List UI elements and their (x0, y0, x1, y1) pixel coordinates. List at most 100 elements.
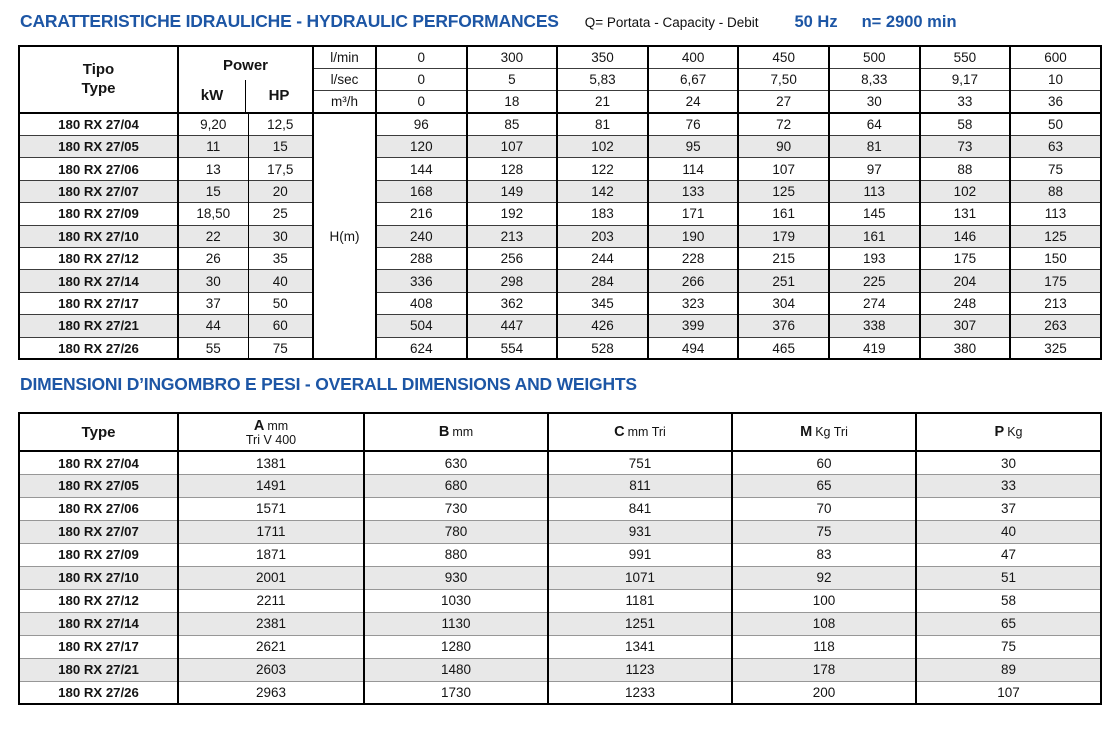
pump-type-cell: 180 RX 27/06 (18, 157, 178, 181)
head-value-cell: 90 (737, 135, 829, 158)
head-value-cell: 266 (646, 269, 739, 293)
dim-letter: B (438, 424, 450, 441)
flow-value-cell: 24 (646, 90, 739, 114)
head-value-cell: 114 (646, 157, 739, 181)
dim-letter: A (253, 417, 265, 434)
head-value-cell: 161 (737, 202, 829, 226)
head-value-cell: 447 (465, 314, 558, 338)
flow-value-cell: 550 (918, 45, 1011, 69)
hydraulic-table-body: 180 RX 27/04 9,20 12,5 H(m) 96 85 81 76 … (18, 112, 1101, 360)
dim-c-cell: 1233 (547, 680, 732, 705)
weight-p-cell: 75 (915, 634, 1101, 659)
dim-a-cell: 2963 (177, 680, 364, 705)
head-value-cell: 204 (918, 269, 1011, 293)
head-value-cell: 63 (1009, 135, 1101, 158)
pump-type-cell: 180 RX 27/12 (18, 588, 178, 613)
pump-dimension-row: 180 RX 27/04 1381 630 751 60 30 (18, 450, 1101, 475)
dim-a-cell: 2001 (177, 565, 364, 590)
dim-c-cell: 811 (547, 473, 732, 498)
hydraulic-table-header: Tipo Type Power kW HP l/min 0 300 350 40… (18, 45, 1101, 114)
head-value-cell: 376 (737, 314, 829, 338)
flow-row-lsec: l/sec 0 5 5,83 6,67 7,50 8,33 9,17 10 (19, 67, 1101, 91)
head-value-cell: 131 (918, 202, 1011, 226)
head-meters-label: H(m) (312, 112, 377, 360)
head-value-cell: 85 (465, 112, 558, 136)
head-value-cell: 215 (737, 247, 829, 270)
head-value-cell: 554 (465, 336, 558, 360)
dim-sub-label: Tri V 400 (245, 432, 297, 447)
head-value-cell: 125 (737, 179, 829, 203)
head-value-cell: 504 (375, 314, 467, 338)
weight-m-cell: 70 (731, 496, 916, 521)
pump-dimension-row: 180 RX 27/10 2001 930 1071 92 51 (18, 565, 1101, 590)
kw-cell: 44 (177, 314, 248, 338)
frequency-label: 50 Hz (794, 13, 838, 31)
dimensions-section-title: DIMENSIONI D’INGOMBRO E PESI - OVERALL D… (20, 374, 637, 395)
head-value-cell: 380 (918, 336, 1011, 360)
kw-cell: 22 (177, 224, 248, 248)
pump-performance-row: 180 RX 27/05 11 15 120 107 102 95 90 81 … (18, 135, 1101, 158)
pump-type-cell: 180 RX 27/21 (18, 314, 178, 338)
pump-type-cell: 180 RX 27/10 (18, 224, 178, 248)
dim-b-cell: 1480 (363, 657, 548, 682)
head-value-cell: 122 (556, 157, 648, 181)
hp-cell: 50 (247, 291, 314, 315)
flow-value-cell: 350 (556, 45, 648, 69)
weight-m-cell: 100 (731, 588, 916, 613)
head-value-cell: 192 (465, 202, 558, 226)
kw-cell: 15 (177, 179, 248, 203)
head-value-cell: 107 (737, 157, 829, 181)
kw-cell: 13 (177, 157, 248, 181)
head-value-cell: 171 (646, 202, 739, 226)
head-value-cell: 336 (375, 269, 467, 293)
weight-m-cell: 75 (731, 519, 916, 544)
dim-col-header-m: M Kg Tri (731, 413, 916, 452)
flow-unit-lmin: l/min (312, 45, 377, 69)
pump-type-cell: 180 RX 27/05 (18, 473, 178, 498)
pump-performance-row: 180 RX 27/06 13 17,5 144 128 122 114 107… (18, 157, 1101, 181)
dim-a-cell: 2621 (177, 634, 364, 659)
dim-unit: mm Tri (627, 425, 666, 440)
head-value-cell: 244 (556, 247, 648, 270)
hp-cell: 35 (247, 247, 314, 270)
pump-type-cell: 180 RX 27/10 (18, 565, 178, 590)
power-column-header: Power kW HP (176, 45, 314, 114)
dim-b-cell: 1030 (363, 588, 548, 613)
head-value-cell: 240 (375, 224, 467, 248)
hp-cell: 12,5 (247, 112, 314, 136)
weight-p-cell: 107 (915, 680, 1101, 705)
dim-unit: mm (267, 418, 289, 433)
head-value-cell: 216 (375, 202, 467, 226)
dim-a-cell: 2603 (177, 657, 364, 682)
weight-p-cell: 37 (915, 496, 1101, 521)
weight-m-cell: 178 (731, 657, 916, 682)
head-value-cell: 399 (646, 314, 739, 338)
dim-b-cell: 880 (363, 542, 548, 567)
hp-cell: 30 (247, 224, 314, 248)
dim-c-cell: 1071 (547, 565, 732, 590)
head-value-cell: 175 (918, 247, 1011, 270)
head-value-cell: 145 (827, 202, 920, 226)
pump-type-cell: 180 RX 27/05 (18, 135, 178, 158)
dim-a-cell: 1571 (177, 496, 364, 521)
dim-letter: M (800, 424, 813, 441)
head-value-cell: 81 (827, 135, 920, 158)
head-value-cell: 528 (556, 336, 648, 360)
dim-c-cell: 1251 (547, 611, 732, 636)
dim-c-cell: 841 (547, 496, 732, 521)
pump-dimension-row: 180 RX 27/26 2963 1730 1233 200 107 (18, 680, 1101, 705)
hp-cell: 20 (247, 179, 314, 203)
flow-value-cell: 5,83 (556, 67, 648, 91)
dim-a-cell: 1711 (177, 519, 364, 544)
pump-type-cell: 180 RX 27/09 (18, 542, 178, 567)
dim-b-cell: 1130 (363, 611, 548, 636)
hp-cell: 17,5 (247, 157, 314, 181)
hydraulic-section-header: CARATTERISTICHE IDRAULICHE - HYDRAULIC P… (20, 11, 1100, 32)
head-value-cell: 288 (375, 247, 467, 270)
flow-value-cell: 450 (737, 45, 829, 69)
pump-type-cell: 180 RX 27/04 (18, 450, 178, 475)
pump-type-cell: 180 RX 27/17 (18, 634, 178, 659)
dim-c-cell: 751 (547, 450, 732, 475)
dim-a-cell: 1491 (177, 473, 364, 498)
